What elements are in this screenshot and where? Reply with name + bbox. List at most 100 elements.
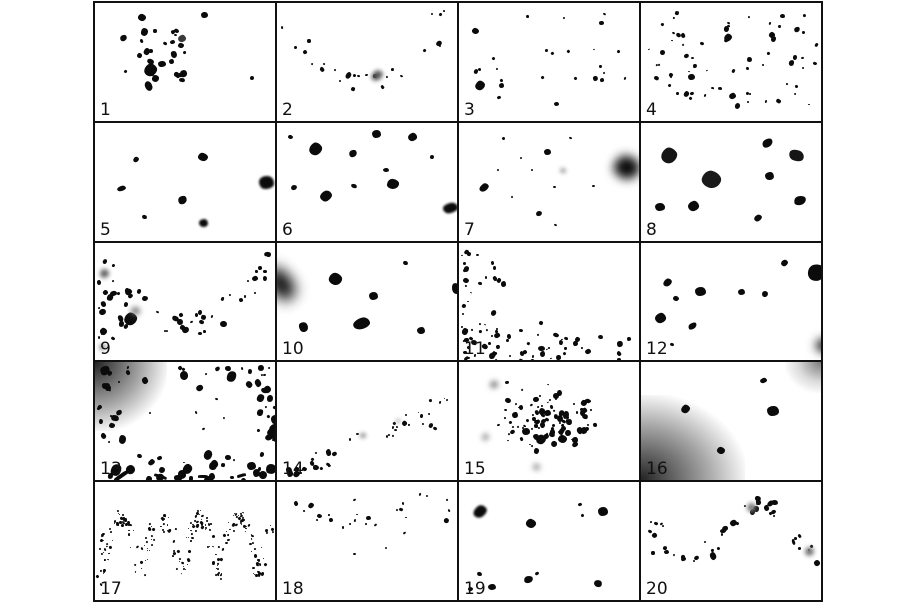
debris-particle [623, 76, 627, 81]
debris-particle [95, 574, 100, 579]
debris-particle [330, 451, 337, 457]
debris-particle [225, 541, 229, 545]
debris-particle [181, 326, 190, 335]
debris-particle [220, 296, 226, 302]
debris-particle [802, 13, 807, 18]
debris-particle [766, 405, 780, 417]
debris-particle [511, 426, 515, 429]
debris-particle [251, 567, 255, 570]
debris-particle [700, 168, 724, 191]
debris-particle [328, 517, 334, 523]
particle-layer [641, 243, 821, 361]
debris-particle [133, 529, 135, 532]
debris-particle [372, 129, 382, 138]
brush-panel-10: 10 [277, 242, 457, 361]
debris-particle [597, 506, 608, 517]
debris-particle [419, 413, 424, 419]
debris-particle [186, 557, 191, 563]
debris-particle [259, 451, 265, 458]
debris-particle [248, 543, 252, 546]
debris-particle [592, 422, 597, 427]
debris-particle [194, 383, 204, 392]
debris-particle [487, 342, 491, 346]
debris-particle [443, 10, 446, 12]
debris-particle [253, 547, 256, 551]
debris-particle [162, 40, 168, 46]
debris-particle [814, 42, 820, 48]
debris-particle [140, 560, 144, 564]
debris-particle [495, 358, 498, 361]
debris-particle [681, 44, 684, 47]
debris-particle [407, 423, 410, 426]
debris-particle [245, 527, 247, 530]
debris-particle [190, 532, 193, 535]
debris-particle [535, 210, 543, 217]
debris-particle [176, 194, 189, 206]
debris-particle [597, 334, 604, 341]
debris-particle [196, 152, 209, 163]
debris-particle [508, 355, 511, 358]
debris-particle [248, 368, 253, 374]
debris-particle [111, 263, 116, 267]
debris-particle [543, 409, 551, 416]
debris-particle [103, 539, 105, 542]
debris-particle [176, 33, 187, 43]
debris-particle [189, 476, 194, 481]
debris-particle [651, 551, 655, 555]
debris-particle [477, 281, 483, 286]
debris-particle [175, 527, 178, 530]
debris-particle [530, 427, 533, 431]
debris-particle [575, 410, 579, 414]
debris-particle [672, 294, 681, 302]
debris-particle [694, 287, 707, 297]
debris-particle [404, 414, 408, 417]
debris-particle [250, 538, 253, 540]
particle-layer [95, 362, 275, 481]
debris-particle [531, 462, 541, 471]
debris-particle [244, 380, 254, 390]
debris-particle [538, 320, 544, 326]
debris-particle [264, 406, 267, 410]
debris-particle [146, 558, 149, 561]
debris-particle [97, 306, 101, 309]
debris-particle [672, 553, 676, 557]
debris-particle [531, 354, 535, 358]
particle-layer [641, 362, 821, 481]
debris-particle [165, 330, 169, 333]
debris-particle [173, 474, 183, 481]
debris-particle [188, 549, 192, 553]
debris-particle [225, 369, 239, 384]
debris-particle [103, 551, 105, 554]
panel-number: 3 [464, 99, 475, 120]
debris-particle [780, 258, 790, 268]
debris-particle [586, 398, 592, 404]
debris-particle [211, 545, 215, 548]
debris-particle [501, 280, 507, 287]
debris-particle [272, 406, 275, 411]
debris-particle [568, 136, 573, 140]
panel-number: 11 [464, 339, 486, 360]
debris-particle [471, 502, 490, 520]
debris-particle [616, 340, 624, 349]
debris-particle [534, 570, 540, 576]
debris-particle [503, 416, 506, 420]
debris-particle [571, 440, 579, 448]
debris-particle [307, 140, 325, 158]
debris-particle [350, 183, 358, 190]
debris-particle [496, 424, 501, 428]
brush-panel-11: 11 [459, 242, 639, 361]
debris-particle [226, 533, 230, 537]
corner-shadow-gradient [785, 362, 821, 394]
debris-particle [761, 63, 765, 67]
debris-particle [210, 314, 214, 318]
brush-panel-8: 8 [641, 122, 821, 241]
panel-number: 14 [282, 459, 304, 480]
debris-particle [481, 432, 491, 442]
panel-number: 9 [100, 339, 111, 360]
panel-number: 15 [464, 459, 486, 480]
debris-particle [793, 25, 801, 33]
debris-particle [384, 546, 388, 550]
debris-particle [214, 554, 217, 556]
debris-particle [709, 550, 718, 560]
debris-particle [155, 310, 160, 314]
